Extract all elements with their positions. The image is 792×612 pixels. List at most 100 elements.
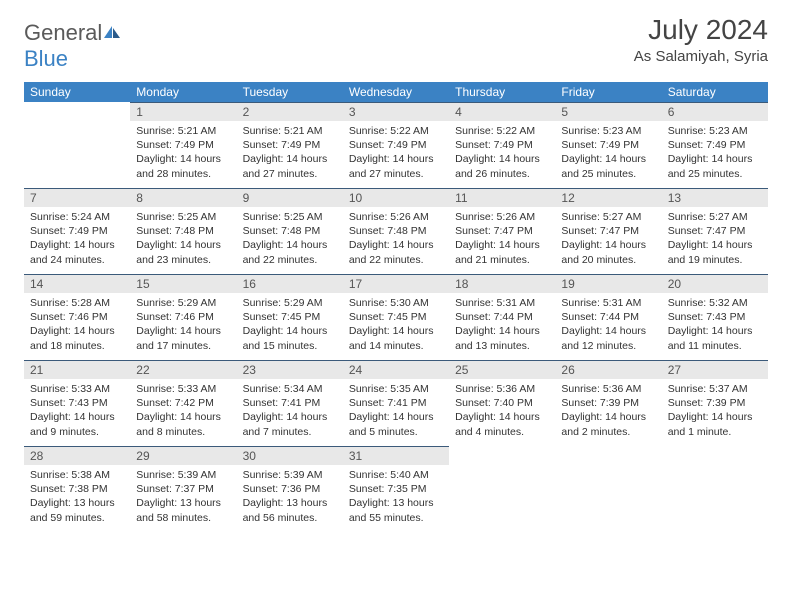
sunset-line: Sunset: 7:39 PM bbox=[668, 396, 762, 410]
sunrise-line: Sunrise: 5:22 AM bbox=[349, 124, 443, 138]
daylight-line: Daylight: 13 hours and 59 minutes. bbox=[30, 496, 124, 524]
day-details: Sunrise: 5:29 AMSunset: 7:45 PMDaylight:… bbox=[237, 293, 343, 357]
daylight-line: Daylight: 14 hours and 4 minutes. bbox=[455, 410, 549, 438]
day-details: Sunrise: 5:21 AMSunset: 7:49 PMDaylight:… bbox=[130, 121, 236, 185]
sunset-line: Sunset: 7:46 PM bbox=[30, 310, 124, 324]
day-number: 21 bbox=[24, 360, 130, 379]
calendar-cell: 26Sunrise: 5:36 AMSunset: 7:39 PMDayligh… bbox=[555, 360, 661, 446]
day-number: 27 bbox=[662, 360, 768, 379]
day-number: 4 bbox=[449, 102, 555, 121]
daylight-line: Daylight: 13 hours and 58 minutes. bbox=[136, 496, 230, 524]
sunrise-line: Sunrise: 5:40 AM bbox=[349, 468, 443, 482]
day-details: Sunrise: 5:31 AMSunset: 7:44 PMDaylight:… bbox=[555, 293, 661, 357]
logo-sail-icon bbox=[102, 24, 122, 40]
calendar-cell: 4Sunrise: 5:22 AMSunset: 7:49 PMDaylight… bbox=[449, 102, 555, 188]
daylight-line: Daylight: 14 hours and 8 minutes. bbox=[136, 410, 230, 438]
day-details: Sunrise: 5:39 AMSunset: 7:37 PMDaylight:… bbox=[130, 465, 236, 529]
sunset-line: Sunset: 7:37 PM bbox=[136, 482, 230, 496]
calendar-head: SundayMondayTuesdayWednesdayThursdayFrid… bbox=[24, 82, 768, 102]
daylight-line: Daylight: 14 hours and 28 minutes. bbox=[136, 152, 230, 180]
sunrise-line: Sunrise: 5:37 AM bbox=[668, 382, 762, 396]
sunset-line: Sunset: 7:48 PM bbox=[136, 224, 230, 238]
day-number: 6 bbox=[662, 102, 768, 121]
sunset-line: Sunset: 7:42 PM bbox=[136, 396, 230, 410]
day-number: 7 bbox=[24, 188, 130, 207]
sunrise-line: Sunrise: 5:35 AM bbox=[349, 382, 443, 396]
calendar-cell: 5Sunrise: 5:23 AMSunset: 7:49 PMDaylight… bbox=[555, 102, 661, 188]
calendar-cell: 29Sunrise: 5:39 AMSunset: 7:37 PMDayligh… bbox=[130, 446, 236, 532]
sunrise-line: Sunrise: 5:38 AM bbox=[30, 468, 124, 482]
daylight-line: Daylight: 13 hours and 55 minutes. bbox=[349, 496, 443, 524]
day-number: 16 bbox=[237, 274, 343, 293]
daylight-line: Daylight: 14 hours and 14 minutes. bbox=[349, 324, 443, 352]
calendar-cell: 7Sunrise: 5:24 AMSunset: 7:49 PMDaylight… bbox=[24, 188, 130, 274]
day-details: Sunrise: 5:31 AMSunset: 7:44 PMDaylight:… bbox=[449, 293, 555, 357]
weekday-header: Tuesday bbox=[237, 82, 343, 102]
day-number: 8 bbox=[130, 188, 236, 207]
calendar-body: ..1Sunrise: 5:21 AMSunset: 7:49 PMDaylig… bbox=[24, 102, 768, 532]
sunrise-line: Sunrise: 5:36 AM bbox=[561, 382, 655, 396]
sunset-line: Sunset: 7:46 PM bbox=[136, 310, 230, 324]
day-details: Sunrise: 5:22 AMSunset: 7:49 PMDaylight:… bbox=[343, 121, 449, 185]
sunset-line: Sunset: 7:41 PM bbox=[349, 396, 443, 410]
calendar-cell: .. bbox=[662, 446, 768, 532]
day-details: Sunrise: 5:33 AMSunset: 7:43 PMDaylight:… bbox=[24, 379, 130, 443]
weekday-header: Thursday bbox=[449, 82, 555, 102]
day-details: Sunrise: 5:40 AMSunset: 7:35 PMDaylight:… bbox=[343, 465, 449, 529]
sunrise-line: Sunrise: 5:23 AM bbox=[668, 124, 762, 138]
calendar-week: 7Sunrise: 5:24 AMSunset: 7:49 PMDaylight… bbox=[24, 188, 768, 274]
day-details: Sunrise: 5:29 AMSunset: 7:46 PMDaylight:… bbox=[130, 293, 236, 357]
daylight-line: Daylight: 14 hours and 24 minutes. bbox=[30, 238, 124, 266]
day-number: 31 bbox=[343, 446, 449, 465]
calendar-cell: 9Sunrise: 5:25 AMSunset: 7:48 PMDaylight… bbox=[237, 188, 343, 274]
day-details: Sunrise: 5:35 AMSunset: 7:41 PMDaylight:… bbox=[343, 379, 449, 443]
calendar-week: 28Sunrise: 5:38 AMSunset: 7:38 PMDayligh… bbox=[24, 446, 768, 532]
day-details: Sunrise: 5:28 AMSunset: 7:46 PMDaylight:… bbox=[24, 293, 130, 357]
daylight-line: Daylight: 14 hours and 25 minutes. bbox=[668, 152, 762, 180]
day-details: Sunrise: 5:22 AMSunset: 7:49 PMDaylight:… bbox=[449, 121, 555, 185]
daylight-line: Daylight: 14 hours and 19 minutes. bbox=[668, 238, 762, 266]
sunset-line: Sunset: 7:49 PM bbox=[136, 138, 230, 152]
daylight-line: Daylight: 14 hours and 5 minutes. bbox=[349, 410, 443, 438]
daylight-line: Daylight: 14 hours and 12 minutes. bbox=[561, 324, 655, 352]
sunset-line: Sunset: 7:38 PM bbox=[30, 482, 124, 496]
calendar-cell: 20Sunrise: 5:32 AMSunset: 7:43 PMDayligh… bbox=[662, 274, 768, 360]
sunset-line: Sunset: 7:49 PM bbox=[349, 138, 443, 152]
day-number: 14 bbox=[24, 274, 130, 293]
daylight-line: Daylight: 14 hours and 21 minutes. bbox=[455, 238, 549, 266]
sunrise-line: Sunrise: 5:25 AM bbox=[243, 210, 337, 224]
sunrise-line: Sunrise: 5:26 AM bbox=[349, 210, 443, 224]
logo-word-1: General bbox=[24, 20, 102, 45]
sunset-line: Sunset: 7:48 PM bbox=[243, 224, 337, 238]
day-number: 18 bbox=[449, 274, 555, 293]
sunrise-line: Sunrise: 5:31 AM bbox=[561, 296, 655, 310]
calendar-cell: 22Sunrise: 5:33 AMSunset: 7:42 PMDayligh… bbox=[130, 360, 236, 446]
daylight-line: Daylight: 14 hours and 11 minutes. bbox=[668, 324, 762, 352]
day-number: 24 bbox=[343, 360, 449, 379]
logo: General Blue bbox=[24, 20, 122, 72]
sunrise-line: Sunrise: 5:22 AM bbox=[455, 124, 549, 138]
day-number: 23 bbox=[237, 360, 343, 379]
sunrise-line: Sunrise: 5:39 AM bbox=[136, 468, 230, 482]
daylight-line: Daylight: 14 hours and 20 minutes. bbox=[561, 238, 655, 266]
calendar-cell: 18Sunrise: 5:31 AMSunset: 7:44 PMDayligh… bbox=[449, 274, 555, 360]
daylight-line: Daylight: 14 hours and 9 minutes. bbox=[30, 410, 124, 438]
sunrise-line: Sunrise: 5:24 AM bbox=[30, 210, 124, 224]
logo-text: General Blue bbox=[24, 20, 122, 72]
sunrise-line: Sunrise: 5:33 AM bbox=[136, 382, 230, 396]
daylight-line: Daylight: 14 hours and 25 minutes. bbox=[561, 152, 655, 180]
sunset-line: Sunset: 7:43 PM bbox=[30, 396, 124, 410]
calendar-cell: 28Sunrise: 5:38 AMSunset: 7:38 PMDayligh… bbox=[24, 446, 130, 532]
calendar-cell: 6 Sunrise: 5:23 AMSunset: 7:49 PMDaylight… bbox=[662, 102, 768, 188]
calendar-cell: 8Sunrise: 5:25 AMSunset: 7:48 PMDaylight… bbox=[130, 188, 236, 274]
calendar-cell: 25Sunrise: 5:36 AMSunset: 7:40 PMDayligh… bbox=[449, 360, 555, 446]
day-details: Sunrise: 5:23 AMSunset: 7:49 PMDaylight:… bbox=[555, 121, 661, 185]
day-details: Sunrise: 5:25 AMSunset: 7:48 PMDaylight:… bbox=[237, 207, 343, 271]
day-number: 3 bbox=[343, 102, 449, 121]
calendar-table: SundayMondayTuesdayWednesdayThursdayFrid… bbox=[24, 82, 768, 532]
day-number: 29 bbox=[130, 446, 236, 465]
daylight-line: Daylight: 14 hours and 22 minutes. bbox=[349, 238, 443, 266]
day-number: 12 bbox=[555, 188, 661, 207]
sunset-line: Sunset: 7:49 PM bbox=[668, 138, 762, 152]
calendar-cell: 3Sunrise: 5:22 AMSunset: 7:49 PMDaylight… bbox=[343, 102, 449, 188]
